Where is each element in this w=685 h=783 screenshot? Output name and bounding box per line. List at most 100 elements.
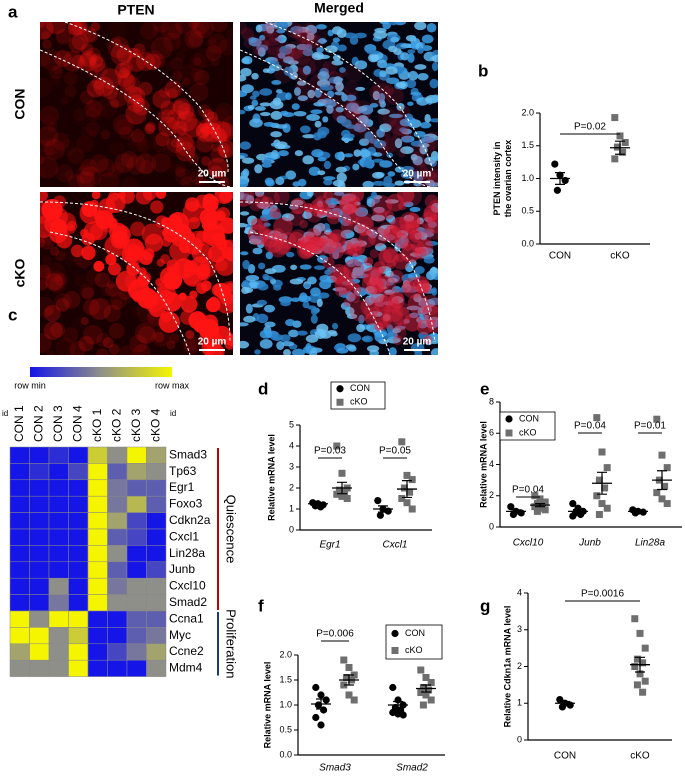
cell: [185, 330, 195, 339]
cell: [277, 239, 292, 254]
data-point: [312, 683, 320, 692]
cell: [160, 310, 172, 323]
nucleus: [242, 259, 250, 270]
cell: [196, 230, 208, 243]
cell: [158, 87, 170, 98]
cell: [343, 281, 362, 299]
cell: [422, 304, 438, 323]
cell: [183, 338, 197, 352]
data-point: [317, 691, 325, 699]
y-axis-label: PTEN intensity in: [492, 141, 502, 215]
data-point: [391, 629, 399, 638]
error-bar: [402, 480, 412, 499]
heatmap-cell: [68, 545, 89, 563]
cell: [346, 279, 356, 289]
nucleus: [378, 92, 386, 102]
cell: [41, 198, 63, 221]
nucleus: [374, 243, 387, 252]
data-point: [333, 442, 341, 450]
cell: [325, 233, 338, 246]
cell: [332, 110, 343, 121]
error-bar: [555, 172, 565, 185]
nucleus: [317, 208, 327, 218]
cell: [372, 207, 388, 223]
cell: [240, 192, 255, 207]
cell: [402, 277, 424, 299]
cell: [123, 238, 145, 260]
data-point: [343, 495, 351, 502]
heatmap-cell: [107, 627, 128, 645]
nucleus: [387, 171, 396, 177]
nucleus: [256, 299, 268, 306]
heatmap-cell: [48, 577, 69, 595]
heatmap-cell: [68, 463, 89, 481]
nucleus: [353, 287, 367, 297]
x-tick-label: Cxcl1: [382, 540, 407, 551]
cell: [378, 249, 392, 264]
heatmap-cell: [126, 627, 147, 645]
data-point: [408, 505, 416, 513]
nucleus: [346, 133, 355, 139]
cell: [102, 337, 114, 349]
nucleus: [289, 278, 304, 285]
heatmap-cell: [48, 643, 69, 661]
cell: [345, 244, 358, 256]
cell: [357, 205, 368, 215]
nucleus: [409, 206, 421, 213]
nucleus: [427, 221, 437, 229]
cell: [44, 307, 54, 316]
heatmap-cell: [87, 528, 108, 546]
nucleus: [241, 84, 254, 94]
y-axis-label: Relative mRNA level: [478, 421, 488, 508]
cell: [299, 219, 308, 229]
nucleus: [379, 123, 392, 133]
cell: [273, 237, 291, 255]
cell: [409, 162, 428, 182]
cell: [268, 237, 289, 258]
nucleus: [240, 340, 250, 349]
cell: [94, 272, 111, 288]
cell: [402, 240, 413, 252]
nucleus: [306, 113, 321, 121]
cell: [241, 28, 255, 41]
cell: [343, 259, 365, 280]
nucleus: [334, 91, 345, 96]
p-value: P=0.02: [574, 122, 606, 133]
data-point: [417, 689, 425, 696]
nucleus: [259, 329, 273, 339]
nucleus: [310, 314, 318, 324]
cell: [205, 45, 222, 61]
data-point: [427, 679, 435, 686]
cell: [105, 254, 117, 266]
nucleus: [317, 71, 330, 81]
legend-label: cKO: [350, 397, 368, 407]
heatmap-cell: [146, 561, 167, 579]
cell: [174, 161, 187, 174]
cell: [291, 44, 312, 66]
data-point: [400, 484, 408, 492]
nucleus: [242, 157, 255, 164]
cell: [177, 64, 199, 85]
y-tick-label: 4: [289, 440, 294, 450]
cell: [176, 133, 194, 151]
nucleus: [353, 123, 367, 133]
cell: [184, 29, 204, 49]
y-tick-label: 2: [289, 482, 294, 492]
cell: [138, 81, 153, 96]
data-point: [408, 476, 416, 484]
cell: [182, 201, 204, 223]
cell: [54, 49, 72, 68]
dot-plot: 0.0 0.5 1.0 1.5 2.0 Relative mRNA level Smad3 S…: [262, 624, 445, 774]
row-label: Ccne2: [169, 644, 204, 658]
nucleus: [317, 170, 326, 176]
x-tick-label: Junb: [578, 538, 601, 549]
cell: [108, 322, 125, 339]
cell: [119, 345, 134, 355]
nucleus: [282, 112, 295, 118]
cell: [364, 302, 383, 321]
cell: [298, 40, 313, 55]
cell: [160, 22, 183, 41]
nucleus: [316, 47, 324, 53]
heatmap-cell: [146, 463, 167, 481]
heatmap-cell: [107, 577, 128, 595]
